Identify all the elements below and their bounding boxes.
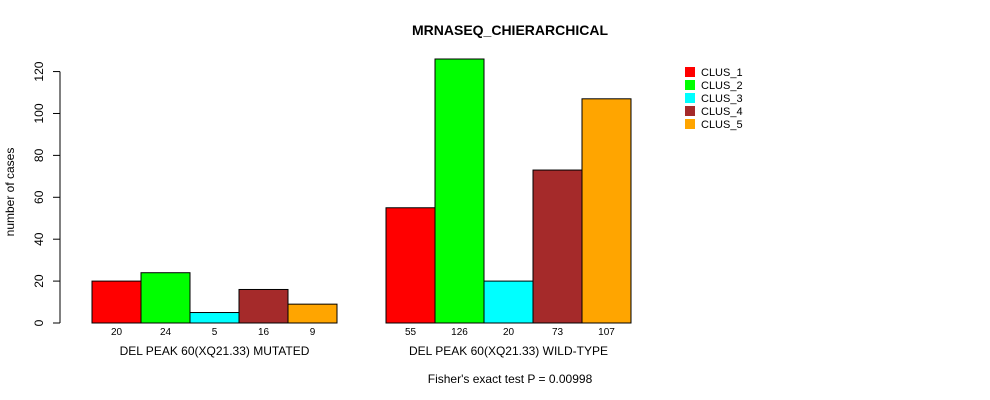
count-label-clus_2-group-2: 126	[451, 327, 468, 338]
count-label-clus_1-group-1: 20	[111, 327, 123, 338]
y-tick-label-20: 20	[32, 274, 46, 288]
legend-label-clus_4: CLUS_4	[701, 106, 743, 118]
legend-swatch-clus_4	[685, 106, 695, 116]
y-axis-label: number of cases	[3, 148, 17, 237]
bar-clus_4-group-1	[238, 288, 289, 324]
bar-clus_2-group-1	[140, 272, 191, 324]
count-label-clus_3-group-2: 20	[503, 327, 515, 338]
chart-title: MRNASEQ_CHIERARCHICAL	[412, 22, 608, 38]
bar-clus_1-group-1	[91, 280, 142, 324]
count-label-clus_2-group-1: 24	[160, 327, 172, 338]
count-label-clus_4-group-1: 16	[258, 327, 270, 338]
bar-clus_5-group-2	[581, 98, 632, 324]
bar-clus_3-group-1	[189, 312, 240, 324]
legend-label-clus_2: CLUS_2	[701, 80, 743, 92]
count-label-clus_4-group-2: 73	[552, 327, 564, 338]
y-tick-label-80: 80	[32, 148, 46, 162]
group-label-2: DEL PEAK 60(XQ21.33) WILD-TYPE	[409, 344, 608, 358]
group-label-1: DEL PEAK 60(XQ21.33) MUTATED	[120, 344, 310, 358]
legend-label-clus_3: CLUS_3	[701, 93, 743, 105]
bars	[91, 58, 632, 324]
legend-swatch-clus_5	[685, 119, 695, 129]
bar-clus_1-group-2	[385, 207, 436, 324]
legend-label-clus_5: CLUS_5	[701, 119, 743, 131]
y-axis: 0 20 40 60 80 100 120	[32, 61, 61, 326]
bar-clus_5-group-1	[287, 303, 338, 324]
count-label-clus_3-group-1: 5	[212, 327, 218, 338]
bar-clus_4-group-2	[532, 169, 583, 324]
count-label-clus_5-group-1: 9	[310, 327, 316, 338]
legend-label-clus_1: CLUS_1	[701, 67, 743, 79]
bar-clus_3-group-2	[483, 280, 534, 324]
legend-swatch-clus_1	[685, 67, 695, 77]
fisher-test-annotation: Fisher's exact test P = 0.00998	[428, 372, 593, 386]
y-tick-label-60: 60	[32, 190, 46, 204]
legend-swatch-clus_2	[685, 80, 695, 90]
y-tick-label-100: 100	[32, 103, 46, 123]
count-label-clus_1-group-2: 55	[405, 327, 417, 338]
bar-clus_2-group-2	[434, 58, 485, 324]
y-tick-label-40: 40	[32, 232, 46, 246]
y-tick-label-0: 0	[32, 319, 46, 326]
count-label-clus_5-group-2: 107	[598, 327, 615, 338]
legend-swatch-clus_3	[685, 93, 695, 103]
y-tick-label-120: 120	[32, 61, 46, 81]
count-labels: 20 24 5 16 9 55 126 20 73 107	[111, 327, 615, 338]
group-labels: DEL PEAK 60(XQ21.33) MUTATED DEL PEAK 60(…	[120, 344, 608, 358]
